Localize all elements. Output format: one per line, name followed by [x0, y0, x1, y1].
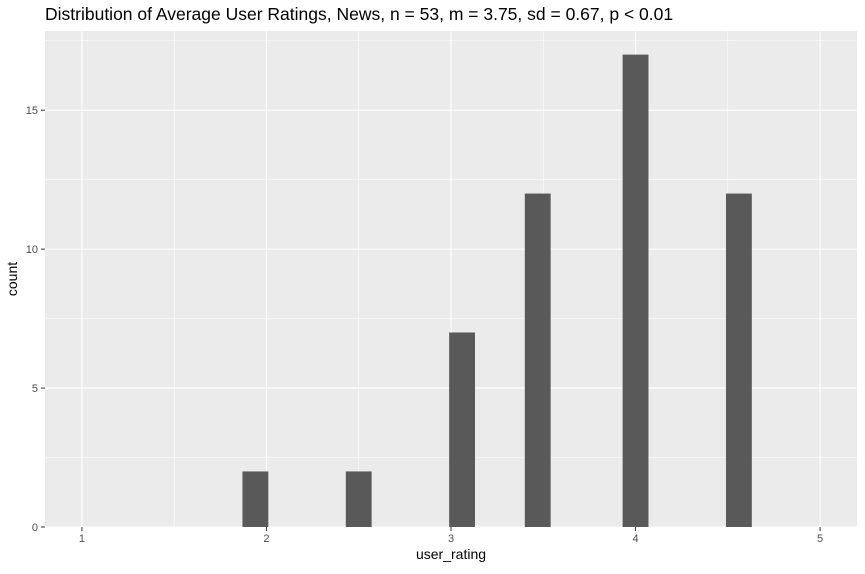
x-tick-label: 1: [79, 533, 85, 545]
x-axis-title: user_rating: [416, 546, 486, 562]
histogram-bar: [622, 54, 649, 527]
y-tick-label: 0: [32, 522, 38, 534]
y-tick-label: 15: [26, 105, 38, 117]
histogram-bar: [242, 471, 269, 527]
y-axis-title: count: [4, 262, 20, 296]
y-tick-label: 5: [32, 383, 38, 395]
y-tick-label: 10: [26, 244, 38, 256]
x-tick-label: 4: [632, 533, 638, 545]
x-tick-label: 3: [448, 533, 454, 545]
histogram-bar: [725, 193, 752, 527]
x-tick-label: 5: [817, 533, 823, 545]
histogram-bar: [449, 332, 475, 527]
histogram-bar: [345, 471, 372, 527]
chart-title: Distribution of Average User Ratings, Ne…: [45, 4, 674, 24]
x-tick-label: 2: [263, 533, 269, 545]
histogram-bar: [524, 193, 551, 527]
